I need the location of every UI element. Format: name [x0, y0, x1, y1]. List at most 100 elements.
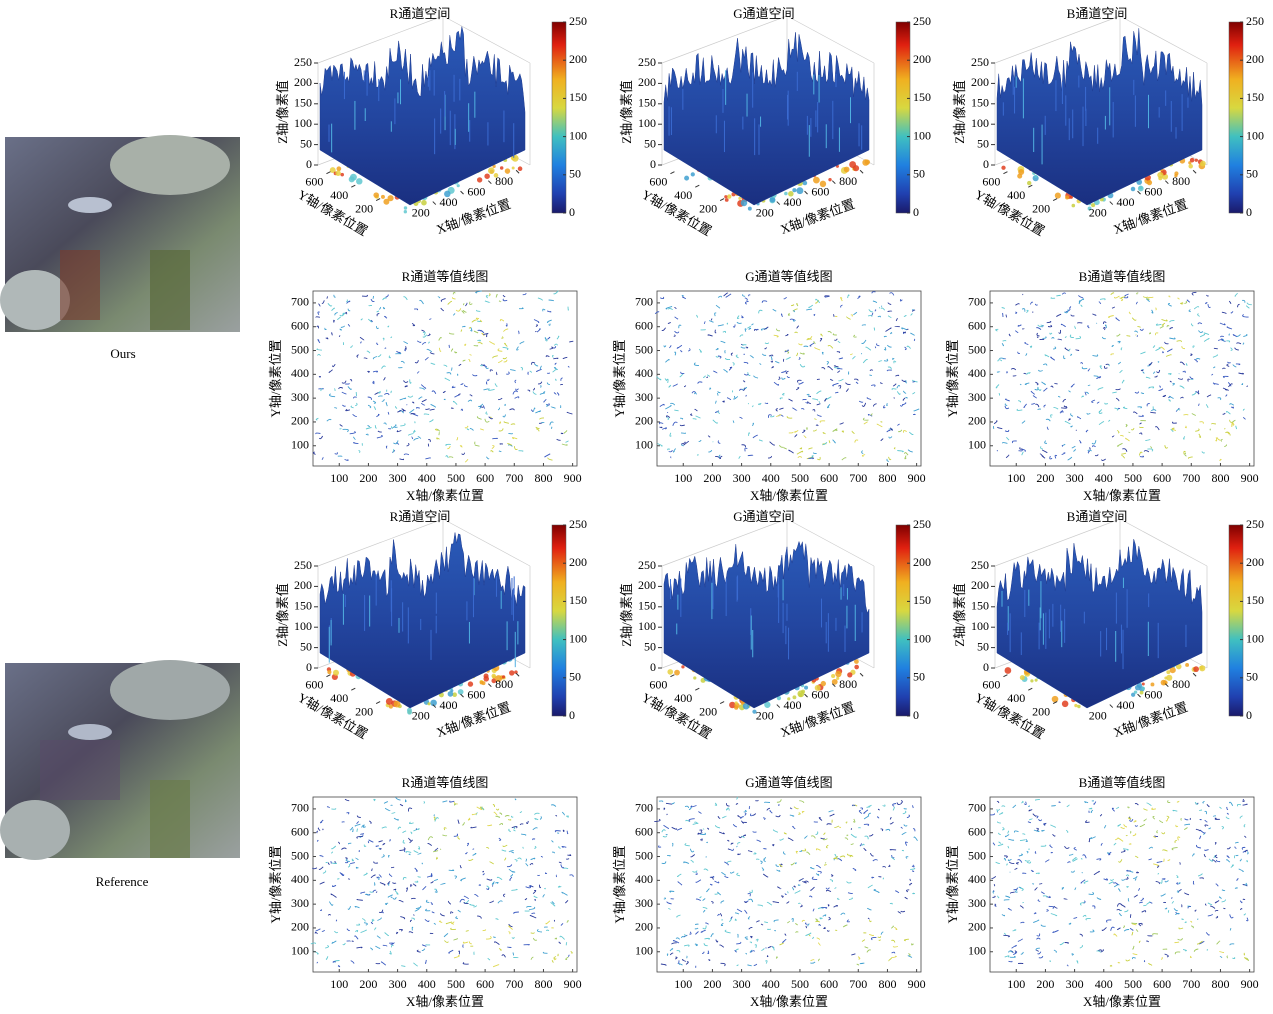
z-tick-label: 50	[977, 136, 989, 150]
x-tick	[777, 705, 780, 708]
x-tick-label: 300	[1066, 471, 1084, 485]
surface-texture	[488, 167, 495, 174]
surface-texture	[831, 674, 835, 678]
surface-texture	[796, 187, 803, 194]
contour-texture	[1172, 898, 1173, 899]
x-axis-label: X轴/像素位置	[406, 994, 484, 1009]
contour-texture	[1051, 806, 1055, 807]
y-tick-label: 700	[635, 295, 653, 309]
x-tick-label: 400	[1117, 195, 1135, 209]
surface-texture	[1074, 704, 1077, 707]
surface-texture	[458, 689, 464, 695]
y-tick-label: 400	[330, 691, 348, 705]
x-tick-label: 200	[756, 708, 774, 722]
x-tick-label: 200	[1036, 977, 1054, 991]
surface-texture	[1193, 666, 1199, 672]
y-tick-label: 600	[635, 824, 653, 838]
contour-texture	[835, 392, 838, 393]
x-tick-label: 300	[733, 471, 751, 485]
surface-texture	[1188, 164, 1193, 169]
y-tick	[351, 185, 355, 187]
x-tick-label: 200	[703, 471, 721, 485]
image-label: Reference	[96, 874, 149, 889]
contour-texture	[667, 855, 670, 856]
x-tick-label: 600	[467, 687, 485, 701]
contour-texture	[1158, 362, 1159, 363]
surface-texture	[792, 188, 796, 192]
y-tick	[670, 172, 674, 174]
contour-texture	[912, 871, 914, 872]
surface-texture	[518, 166, 523, 171]
y-axis-label: Y轴/像素位置	[268, 339, 283, 417]
x-tick-label: 200	[1089, 205, 1107, 219]
contour-texture	[1214, 348, 1218, 349]
surface-texture	[1139, 186, 1143, 190]
surface-texture	[1030, 679, 1033, 682]
colorbar-tick-label: 150	[569, 90, 587, 104]
y-tick-label: 700	[635, 801, 653, 815]
z-tick-label: 250	[638, 558, 656, 572]
contour-texture	[1190, 818, 1191, 819]
y-tick-label: 300	[291, 896, 309, 910]
colorbar-tick-label: 100	[1246, 128, 1264, 142]
surface-texture	[1065, 195, 1069, 199]
surface-texture	[1200, 666, 1204, 670]
contour-texture	[331, 861, 332, 863]
x-tick-label: 600	[1153, 471, 1171, 485]
contour-texture	[391, 805, 393, 806]
x-tick-label: 500	[791, 471, 809, 485]
x-tick-label: 900	[564, 471, 582, 485]
y-tick-label: 400	[635, 872, 653, 886]
x-tick-label: 200	[1036, 471, 1054, 485]
x-tick-label: 100	[330, 977, 348, 991]
x-tick-label: 500	[1124, 977, 1142, 991]
contour-texture	[722, 919, 723, 920]
x-tick-label: 800	[878, 977, 896, 991]
y-tick-label: 600	[968, 824, 986, 838]
y-tick-label: 600	[982, 174, 1000, 188]
chart-title: G通道空间	[733, 6, 794, 21]
surface-texture	[691, 172, 695, 176]
contour-texture	[535, 899, 536, 900]
surface-texture	[693, 676, 696, 679]
x-tick-label: 400	[1117, 698, 1135, 712]
x-tick-label: 100	[1007, 471, 1025, 485]
colorbar-tick-label: 250	[913, 517, 931, 531]
x-tick	[860, 673, 863, 676]
x-tick-label: 400	[440, 698, 458, 712]
chart-title: R通道空间	[390, 509, 451, 524]
surface-texture	[741, 200, 748, 207]
contour-texture	[765, 403, 768, 404]
z-tick-label: 0	[306, 157, 312, 171]
chart-title: R通道等值线图	[402, 269, 489, 284]
y-tick-label: 600	[649, 677, 667, 691]
z-tick-label: 250	[971, 55, 989, 69]
x-tick-label: 400	[440, 195, 458, 209]
x-tick-label: 200	[359, 471, 377, 485]
y-tick-label: 100	[968, 438, 986, 452]
x-tick-label: 200	[703, 977, 721, 991]
contour-texture	[1050, 960, 1051, 961]
surface-texture	[404, 210, 407, 213]
y-tick-label: 700	[968, 801, 986, 815]
contour-texture	[374, 882, 375, 885]
x-tick-label: 400	[418, 977, 436, 991]
surface-texture	[427, 702, 430, 705]
chart-title: R通道等值线图	[402, 775, 489, 790]
colorbar-tick-label: 250	[569, 14, 587, 28]
contour-texture	[914, 339, 915, 341]
colorbar-tick-label: 50	[1246, 670, 1258, 684]
y-axis-label: Y轴/像素位置	[612, 339, 627, 417]
z-tick-label: 50	[300, 136, 312, 150]
contour-texture	[860, 963, 864, 964]
colorbar-tick-label: 150	[1246, 593, 1264, 607]
colorbar-tick-label: 150	[913, 90, 931, 104]
z-axis-label: Z轴/像素值	[952, 80, 967, 144]
x-tick-label: 600	[820, 471, 838, 485]
y-tick-label: 500	[291, 342, 309, 356]
colorbar-tick-label: 100	[569, 631, 587, 645]
colorbar-tick-label: 100	[913, 128, 931, 142]
y-tick	[1053, 199, 1057, 201]
x-tick-label: 700	[1182, 977, 1200, 991]
y-tick	[695, 688, 699, 690]
